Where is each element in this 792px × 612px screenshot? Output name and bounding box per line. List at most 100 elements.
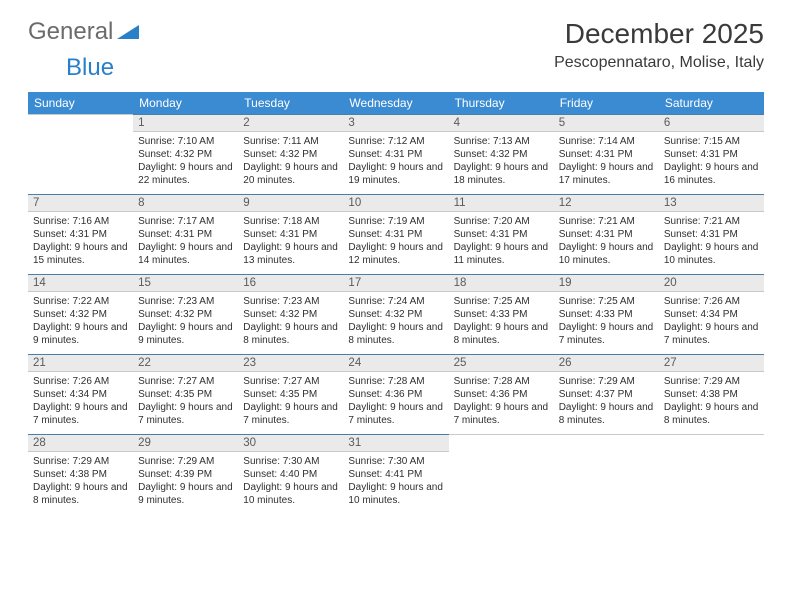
calendar-day-cell: 1Sunrise: 7:10 AMSunset: 4:32 PMDaylight… — [133, 114, 238, 194]
day-details: Sunrise: 7:11 AMSunset: 4:32 PMDaylight:… — [238, 132, 343, 191]
calendar-day-cell: 29Sunrise: 7:29 AMSunset: 4:39 PMDayligh… — [133, 434, 238, 514]
day-details: Sunrise: 7:19 AMSunset: 4:31 PMDaylight:… — [343, 212, 448, 271]
calendar-day-cell: 5Sunrise: 7:14 AMSunset: 4:31 PMDaylight… — [554, 114, 659, 194]
day-details: Sunrise: 7:25 AMSunset: 4:33 PMDaylight:… — [449, 292, 554, 351]
calendar-week-row: 14Sunrise: 7:22 AMSunset: 4:32 PMDayligh… — [28, 274, 764, 354]
calendar-day-cell: 13Sunrise: 7:21 AMSunset: 4:31 PMDayligh… — [659, 194, 764, 274]
day-header-tuesday: Tuesday — [238, 92, 343, 114]
day-details: Sunrise: 7:29 AMSunset: 4:39 PMDaylight:… — [133, 452, 238, 511]
calendar-week-row: 1Sunrise: 7:10 AMSunset: 4:32 PMDaylight… — [28, 114, 764, 194]
day-details: Sunrise: 7:29 AMSunset: 4:38 PMDaylight:… — [659, 372, 764, 431]
calendar-empty-cell — [554, 434, 659, 514]
day-details: Sunrise: 7:28 AMSunset: 4:36 PMDaylight:… — [449, 372, 554, 431]
day-details: Sunrise: 7:13 AMSunset: 4:32 PMDaylight:… — [449, 132, 554, 191]
calendar-empty-cell — [659, 434, 764, 514]
calendar-header: SundayMondayTuesdayWednesdayThursdayFrid… — [28, 92, 764, 114]
day-number: 5 — [554, 114, 659, 132]
day-number: 21 — [28, 354, 133, 372]
day-details: Sunrise: 7:29 AMSunset: 4:38 PMDaylight:… — [28, 452, 133, 511]
day-number: 2 — [238, 114, 343, 132]
day-number: 12 — [554, 194, 659, 212]
day-header-thursday: Thursday — [449, 92, 554, 114]
day-number: 15 — [133, 274, 238, 292]
calendar-empty-cell — [28, 114, 133, 194]
calendar-day-cell: 11Sunrise: 7:20 AMSunset: 4:31 PMDayligh… — [449, 194, 554, 274]
calendar-day-cell: 10Sunrise: 7:19 AMSunset: 4:31 PMDayligh… — [343, 194, 448, 274]
day-number: 18 — [449, 274, 554, 292]
day-header-friday: Friday — [554, 92, 659, 114]
title-block: December 2025 Pescopennataro, Molise, It… — [554, 18, 764, 72]
day-details: Sunrise: 7:27 AMSunset: 4:35 PMDaylight:… — [133, 372, 238, 431]
day-number: 27 — [659, 354, 764, 372]
calendar-table: SundayMondayTuesdayWednesdayThursdayFrid… — [28, 92, 764, 514]
location-subtitle: Pescopennataro, Molise, Italy — [554, 54, 764, 72]
day-details: Sunrise: 7:27 AMSunset: 4:35 PMDaylight:… — [238, 372, 343, 431]
calendar-day-cell: 9Sunrise: 7:18 AMSunset: 4:31 PMDaylight… — [238, 194, 343, 274]
calendar-day-cell: 19Sunrise: 7:25 AMSunset: 4:33 PMDayligh… — [554, 274, 659, 354]
calendar-week-row: 21Sunrise: 7:26 AMSunset: 4:34 PMDayligh… — [28, 354, 764, 434]
day-number: 3 — [343, 114, 448, 132]
day-details: Sunrise: 7:24 AMSunset: 4:32 PMDaylight:… — [343, 292, 448, 351]
calendar-day-cell: 6Sunrise: 7:15 AMSunset: 4:31 PMDaylight… — [659, 114, 764, 194]
calendar-day-cell: 31Sunrise: 7:30 AMSunset: 4:41 PMDayligh… — [343, 434, 448, 514]
day-number: 7 — [28, 194, 133, 212]
calendar-day-cell: 27Sunrise: 7:29 AMSunset: 4:38 PMDayligh… — [659, 354, 764, 434]
calendar-day-cell: 15Sunrise: 7:23 AMSunset: 4:32 PMDayligh… — [133, 274, 238, 354]
calendar-day-cell: 18Sunrise: 7:25 AMSunset: 4:33 PMDayligh… — [449, 274, 554, 354]
calendar-day-cell: 7Sunrise: 7:16 AMSunset: 4:31 PMDaylight… — [28, 194, 133, 274]
calendar-day-cell: 12Sunrise: 7:21 AMSunset: 4:31 PMDayligh… — [554, 194, 659, 274]
month-title: December 2025 — [554, 18, 764, 50]
day-details: Sunrise: 7:12 AMSunset: 4:31 PMDaylight:… — [343, 132, 448, 191]
day-number: 14 — [28, 274, 133, 292]
day-number: 20 — [659, 274, 764, 292]
logo-word-general: General — [28, 18, 113, 46]
calendar-day-cell: 26Sunrise: 7:29 AMSunset: 4:37 PMDayligh… — [554, 354, 659, 434]
logo-triangle-icon — [117, 23, 139, 44]
day-details: Sunrise: 7:30 AMSunset: 4:41 PMDaylight:… — [343, 452, 448, 511]
day-number: 1 — [133, 114, 238, 132]
day-number: 26 — [554, 354, 659, 372]
day-details: Sunrise: 7:23 AMSunset: 4:32 PMDaylight:… — [238, 292, 343, 351]
calendar-day-cell: 14Sunrise: 7:22 AMSunset: 4:32 PMDayligh… — [28, 274, 133, 354]
day-details: Sunrise: 7:28 AMSunset: 4:36 PMDaylight:… — [343, 372, 448, 431]
day-header-monday: Monday — [133, 92, 238, 114]
day-number: 31 — [343, 434, 448, 452]
day-details: Sunrise: 7:21 AMSunset: 4:31 PMDaylight:… — [554, 212, 659, 271]
day-number: 22 — [133, 354, 238, 372]
day-details: Sunrise: 7:21 AMSunset: 4:31 PMDaylight:… — [659, 212, 764, 271]
day-number: 19 — [554, 274, 659, 292]
calendar-day-cell: 20Sunrise: 7:26 AMSunset: 4:34 PMDayligh… — [659, 274, 764, 354]
calendar-day-cell: 25Sunrise: 7:28 AMSunset: 4:36 PMDayligh… — [449, 354, 554, 434]
day-number: 30 — [238, 434, 343, 452]
day-details: Sunrise: 7:16 AMSunset: 4:31 PMDaylight:… — [28, 212, 133, 271]
day-details: Sunrise: 7:18 AMSunset: 4:31 PMDaylight:… — [238, 212, 343, 271]
calendar-day-cell: 17Sunrise: 7:24 AMSunset: 4:32 PMDayligh… — [343, 274, 448, 354]
day-details: Sunrise: 7:25 AMSunset: 4:33 PMDaylight:… — [554, 292, 659, 351]
day-header-sunday: Sunday — [28, 92, 133, 114]
day-details: Sunrise: 7:26 AMSunset: 4:34 PMDaylight:… — [28, 372, 133, 431]
calendar-day-cell: 2Sunrise: 7:11 AMSunset: 4:32 PMDaylight… — [238, 114, 343, 194]
calendar-day-cell: 3Sunrise: 7:12 AMSunset: 4:31 PMDaylight… — [343, 114, 448, 194]
day-details: Sunrise: 7:17 AMSunset: 4:31 PMDaylight:… — [133, 212, 238, 271]
calendar-week-row: 7Sunrise: 7:16 AMSunset: 4:31 PMDaylight… — [28, 194, 764, 274]
day-details: Sunrise: 7:26 AMSunset: 4:34 PMDaylight:… — [659, 292, 764, 351]
calendar-day-cell: 4Sunrise: 7:13 AMSunset: 4:32 PMDaylight… — [449, 114, 554, 194]
day-number: 10 — [343, 194, 448, 212]
day-number: 13 — [659, 194, 764, 212]
day-number: 25 — [449, 354, 554, 372]
day-number: 23 — [238, 354, 343, 372]
day-number: 24 — [343, 354, 448, 372]
calendar-day-cell: 23Sunrise: 7:27 AMSunset: 4:35 PMDayligh… — [238, 354, 343, 434]
page-container: General December 2025 Pescopennataro, Mo… — [0, 0, 792, 524]
day-number: 6 — [659, 114, 764, 132]
day-details: Sunrise: 7:15 AMSunset: 4:31 PMDaylight:… — [659, 132, 764, 191]
day-details: Sunrise: 7:20 AMSunset: 4:31 PMDaylight:… — [449, 212, 554, 271]
day-header-row: SundayMondayTuesdayWednesdayThursdayFrid… — [28, 92, 764, 114]
day-number: 4 — [449, 114, 554, 132]
calendar-day-cell: 8Sunrise: 7:17 AMSunset: 4:31 PMDaylight… — [133, 194, 238, 274]
day-number: 28 — [28, 434, 133, 452]
day-number: 29 — [133, 434, 238, 452]
day-details: Sunrise: 7:23 AMSunset: 4:32 PMDaylight:… — [133, 292, 238, 351]
day-number: 17 — [343, 274, 448, 292]
calendar-day-cell: 24Sunrise: 7:28 AMSunset: 4:36 PMDayligh… — [343, 354, 448, 434]
